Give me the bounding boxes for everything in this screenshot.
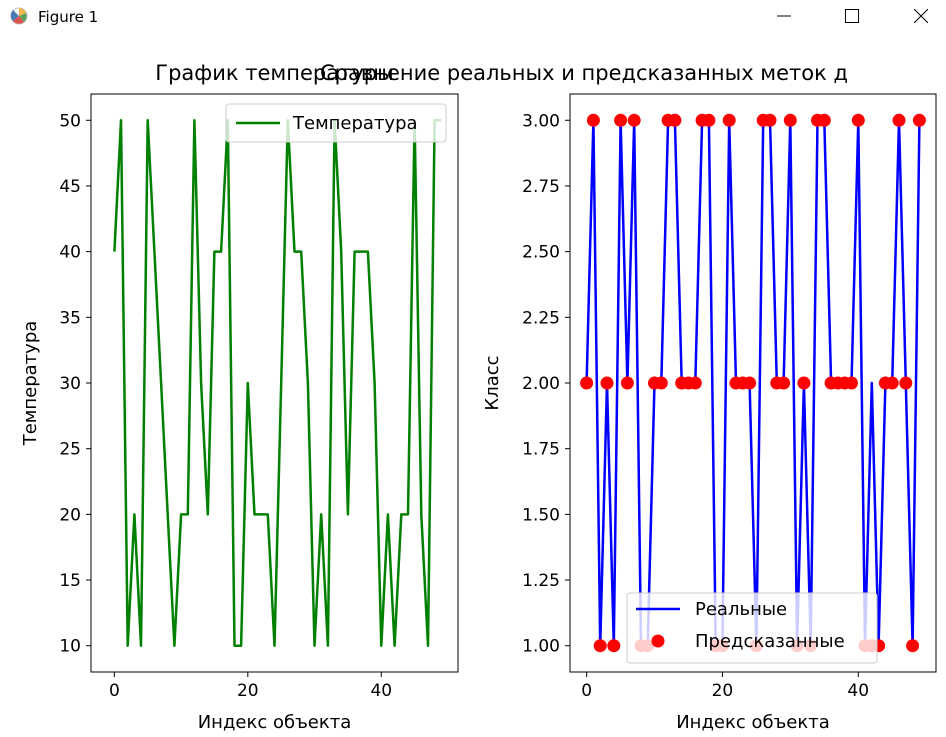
y-tick-label: 2.00	[522, 374, 560, 394]
predicted-point	[654, 376, 668, 390]
close-button[interactable]	[898, 0, 944, 32]
predicted-point	[586, 113, 600, 127]
minimize-icon	[777, 15, 791, 17]
predicted-point	[607, 639, 621, 653]
y-tick-label: 10	[59, 637, 81, 657]
x-tick-label: 0	[581, 681, 592, 701]
predicted-point	[851, 113, 865, 127]
y-tick-label: 2.50	[522, 243, 560, 263]
y-tick-label: 1.00	[522, 637, 560, 657]
predicted-point	[777, 376, 791, 390]
y-tick-label: 2.25	[522, 308, 560, 328]
predicted-point	[912, 113, 926, 127]
predicted-point	[593, 639, 607, 653]
maximize-button[interactable]	[829, 0, 875, 32]
y-tick-label: 50	[59, 111, 81, 131]
legend: Реальные Предсказанные	[626, 592, 878, 664]
legend-box	[225, 103, 447, 143]
predicted-point	[763, 113, 777, 127]
y-tick-label: 45	[59, 177, 81, 197]
predicted-point	[906, 639, 920, 653]
y-tick-label: 1.50	[522, 505, 560, 525]
x-tick-label: 20	[237, 681, 259, 701]
y-axis-label: Класс	[482, 355, 503, 410]
legend-label: Температура	[292, 113, 418, 134]
x-tick-label: 20	[712, 681, 734, 701]
temperature-line	[113, 119, 442, 647]
x-tick-label: 40	[370, 681, 392, 701]
y-tick-label: 40	[59, 243, 81, 263]
chart-title: Сравнение реальных и предсказанных меток…	[320, 61, 848, 85]
predicted-point	[614, 113, 628, 127]
predicted-point	[620, 376, 634, 390]
predicted-point	[817, 113, 831, 127]
predicted-point	[885, 376, 899, 390]
predicted-point	[797, 376, 811, 390]
legend-point-marker	[651, 634, 665, 648]
x-tick-label: 40	[847, 681, 869, 701]
temperature-chart: 0 20 40 10 15 20 25 30 35 40 45 50 Индекс объекта Тем…	[20, 61, 459, 733]
chart-title: График температуры	[155, 61, 393, 85]
predicted-point	[702, 113, 716, 127]
class-comparison-chart: 0 20 40 1.00 1.25 1.50 1.75 2.00 2.25 2.50 2.75 3.0…	[320, 61, 937, 733]
x-tick-label: 0	[109, 681, 120, 701]
predicted-point	[580, 376, 594, 390]
y-axis-label: Температура	[20, 321, 41, 447]
predicted-point	[688, 376, 702, 390]
matplotlib-logo-icon	[10, 7, 28, 25]
predicted-point	[722, 113, 736, 127]
predicted-point	[743, 376, 757, 390]
y-tick-label: 35	[59, 308, 81, 328]
window-titlebar: Figure 1	[0, 0, 946, 32]
minimize-button[interactable]	[761, 0, 807, 32]
figure-canvas: 0 20 40 10 15 20 25 30 35 40 45 50 Индекс объекта Тем…	[20, 61, 937, 733]
x-axis-label: Индекс объекта	[198, 712, 352, 733]
y-tick-label: 25	[59, 440, 81, 460]
y-tick-label: 1.25	[522, 571, 560, 591]
y-tick-label: 15	[59, 571, 81, 591]
predicted-point	[627, 113, 641, 127]
y-tick-label: 20	[59, 505, 81, 525]
maximize-icon	[845, 9, 859, 23]
predicted-point	[892, 113, 906, 127]
legend-label: Предсказанные	[695, 631, 845, 652]
legend: Температура	[225, 103, 447, 143]
window-title: Figure 1	[38, 8, 99, 26]
y-tick-label: 1.75	[522, 440, 560, 460]
close-icon	[914, 9, 928, 23]
legend-label: Реальные	[695, 599, 787, 620]
predicted-point	[668, 113, 682, 127]
x-axis-label: Индекс объекта	[676, 712, 830, 733]
predicted-point	[899, 376, 913, 390]
predicted-point	[845, 376, 858, 390]
y-tick-label: 2.75	[522, 177, 560, 197]
y-tick-label: 30	[59, 374, 81, 394]
legend-box	[626, 592, 878, 664]
y-tick-label: 3.00	[522, 111, 560, 131]
predicted-point	[600, 376, 614, 390]
predicted-point	[783, 113, 797, 127]
